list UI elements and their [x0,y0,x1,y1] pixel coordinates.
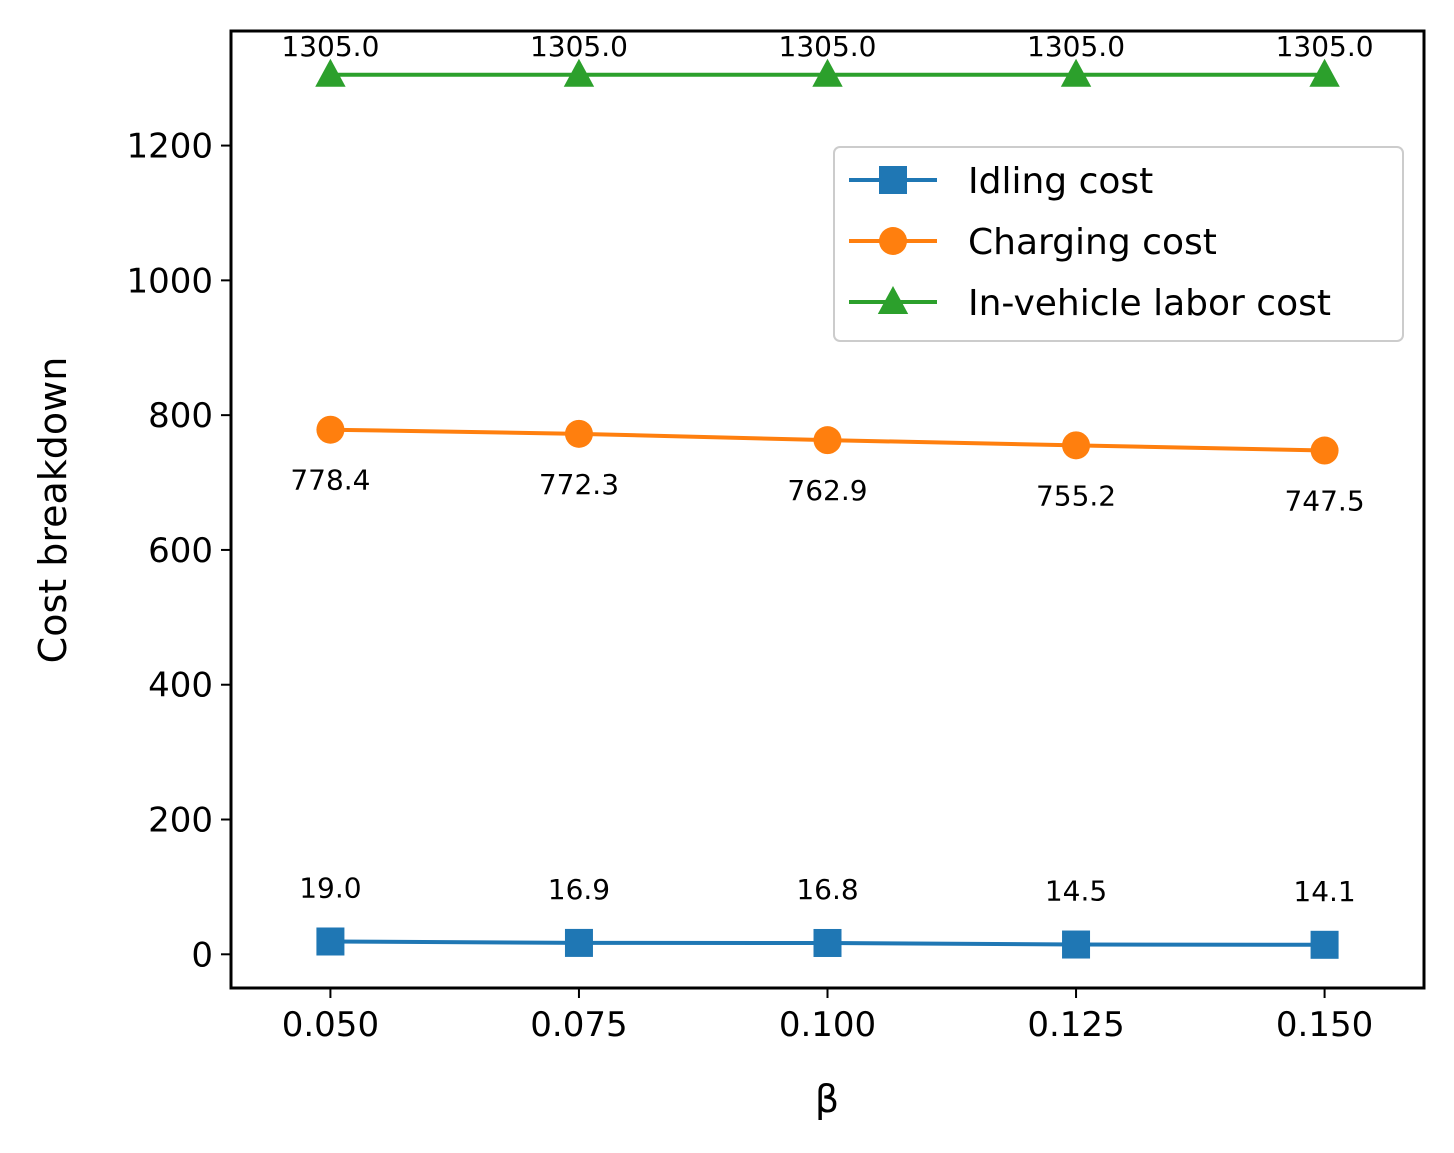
charging-cost-data-label: 772.3 [539,468,619,501]
x-tick-label: 0.125 [1027,1005,1124,1045]
in-vehicle-labor-cost-data-label: 1305.0 [1276,30,1374,63]
y-axis-label: Cost breakdown [31,357,75,664]
in-vehicle-labor-cost-data-label: 1305.0 [1027,30,1125,63]
y-tick-label: 0 [191,935,213,975]
in-vehicle-labor-cost-point [563,58,595,87]
idling-cost-data-label: 14.5 [1045,875,1107,908]
legend-marker-charging-cost [879,227,907,255]
x-tick-label: 0.075 [530,1005,627,1045]
y-tick-label: 800 [148,396,213,436]
idling-cost-data-label: 16.8 [796,873,858,906]
x-tick-label: 0.050 [282,1005,379,1045]
idling-cost-point [1310,930,1339,959]
x-axis-label: β [815,1077,839,1121]
idling-cost-data-label: 19.0 [299,871,361,904]
legend-marker-idling-cost [879,166,907,194]
legend-marker-in-vehicle-labor-cost [877,286,909,314]
charging-cost-point [564,419,593,448]
charging-cost-data-label: 755.2 [1036,479,1116,512]
legend-label-charging-cost: Charging cost [968,222,1217,263]
y-tick-label: 200 [148,801,213,841]
in-vehicle-labor-cost-data-label: 1305.0 [530,30,628,63]
charging-cost-point [316,415,345,444]
y-tick-label: 400 [148,666,213,706]
in-vehicle-labor-cost-data-label: 1305.0 [281,30,379,63]
legend-label-idling-cost: Idling cost [968,161,1153,202]
in-vehicle-labor-cost-point [812,58,843,87]
charging-cost-data-label: 747.5 [1284,485,1364,518]
idling-cost-data-label: 14.1 [1293,875,1355,908]
charging-cost-data-label: 778.4 [290,464,370,497]
idling-cost-data-label: 16.9 [548,873,610,906]
in-vehicle-labor-cost-point [315,58,346,87]
idling-cost-point [564,928,593,957]
idling-cost-point [813,928,842,957]
charging-cost-data-label: 762.9 [787,474,867,507]
charging-cost-point [1310,436,1339,465]
idling-cost-point [316,927,345,956]
y-tick-label: 1200 [126,127,213,167]
idling-cost-point [1062,930,1091,959]
in-vehicle-labor-cost-point [1309,58,1340,87]
legend-box [833,146,1404,342]
legend-label-in-vehicle-labor-cost: In-vehicle labor cost [968,283,1331,324]
x-tick-label: 0.100 [779,1005,876,1045]
charging-cost-point [1062,431,1091,460]
y-tick-label: 1000 [126,261,213,301]
x-tick-label: 0.150 [1276,1005,1373,1045]
in-vehicle-labor-cost-point [1060,58,1092,87]
y-tick-label: 600 [148,531,213,571]
charging-cost-point [813,426,842,455]
in-vehicle-labor-cost-data-label: 1305.0 [779,30,877,63]
